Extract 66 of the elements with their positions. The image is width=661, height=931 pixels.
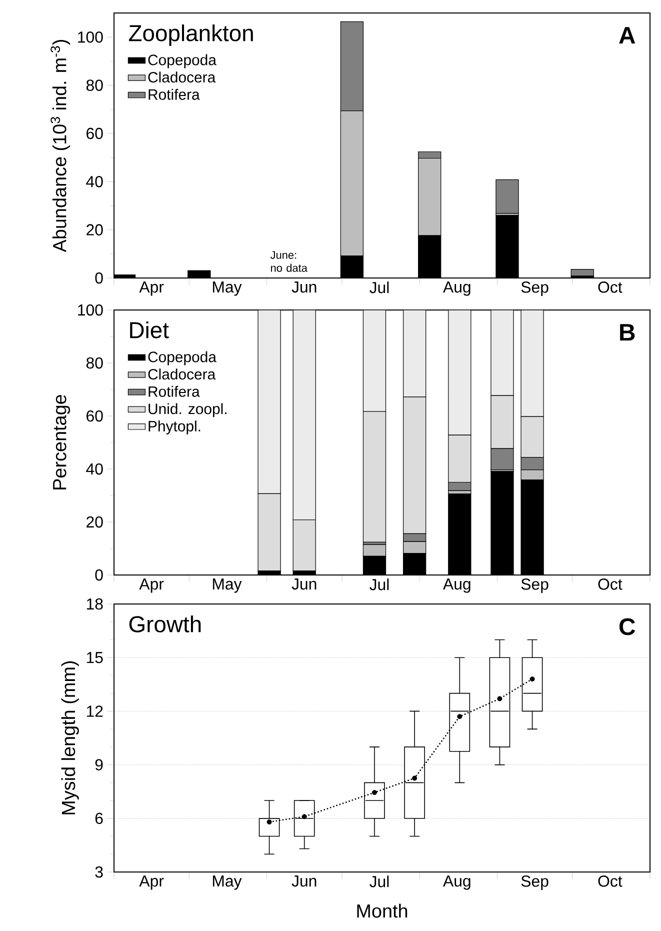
x-tick-label: Apr	[139, 282, 164, 296]
annotation: C	[619, 618, 636, 636]
annotation: B	[620, 324, 635, 341]
y-tick-label: 20	[86, 516, 103, 528]
x-axis-title: Month	[357, 904, 408, 918]
y-tick-label: 40	[86, 463, 103, 475]
x-tick-label: Apr	[139, 876, 164, 890]
bar	[402, 310, 426, 398]
x-tick-label: Aug	[442, 282, 470, 296]
x-tick-label: Apr	[139, 578, 164, 593]
x-tick-label: Sep	[521, 282, 548, 296]
bar	[258, 310, 281, 494]
y-axis-title: Abundance (10$^{3}$ ind. m$^{-3}$)	[50, 40, 70, 252]
x-tick-label: May	[212, 282, 242, 296]
y-tick-label: 60	[86, 410, 103, 422]
y-tick-label: 20	[86, 224, 103, 236]
x-tick-label: Jul	[370, 876, 389, 888]
x-tick-label: Aug	[442, 578, 470, 593]
y-tick-label: 0	[95, 272, 103, 284]
bar	[496, 179, 519, 214]
legend-label: Rotifera	[148, 88, 200, 100]
y-tick-label: 12	[86, 706, 103, 717]
x-tick-label: Jul	[370, 578, 389, 590]
annotation: A	[619, 27, 636, 44]
x-tick-label: Oct	[598, 282, 622, 293]
legend-label: Copepoda	[148, 351, 216, 366]
x-tick-label: Jun	[292, 578, 316, 590]
y-tick-label: 100	[78, 31, 103, 43]
chart-title: Zooplankton	[128, 24, 253, 46]
y-tick-label: 18	[86, 598, 103, 610]
y-axis-title: Mysid length (mm)	[61, 661, 79, 814]
bar	[520, 310, 544, 417]
legend-label: Cladocera	[148, 368, 216, 380]
chart-title: Diet	[130, 321, 169, 338]
x-tick-label: May	[212, 578, 242, 593]
legend-label: Phytopl.	[148, 420, 200, 434]
legend-label: Cladocera	[148, 72, 216, 83]
legend-label: Unid. zoopl.	[148, 403, 226, 418]
legend-label: Rotifera	[148, 386, 200, 397]
bar	[362, 310, 386, 412]
y-tick-label: 80	[86, 80, 103, 91]
x-tick-label: Oct	[598, 876, 622, 887]
x-tick-label: Sep	[521, 578, 548, 593]
x-tick-label: Aug	[442, 876, 470, 890]
x-tick-label: Oct	[598, 578, 622, 590]
y-tick-label: 9	[95, 759, 103, 770]
bar	[448, 310, 472, 436]
y-tick-label: 60	[86, 128, 103, 140]
bar	[292, 310, 316, 520]
y-tick-label: 100	[78, 304, 103, 316]
chart-title: Growth	[129, 616, 201, 632]
bar	[490, 310, 514, 396]
x-tick-label: Jun	[292, 282, 316, 293]
y-tick-label: 3	[95, 866, 103, 878]
y-axis-title: Percentage	[53, 394, 70, 490]
x-tick-label: May	[212, 876, 242, 890]
x-tick-label: Jun	[292, 876, 316, 887]
y-tick-label: 6	[95, 812, 103, 824]
y-tick-label: 15	[86, 652, 103, 664]
legend-label: Copepoda	[148, 54, 216, 68]
annotation: June: no data	[270, 251, 308, 272]
x-tick-label: Sep	[521, 876, 548, 890]
x-tick-label: Jul	[370, 282, 389, 294]
y-tick-label: 0	[95, 569, 103, 581]
y-tick-label: 80	[86, 357, 103, 369]
y-tick-label: 40	[86, 176, 103, 188]
